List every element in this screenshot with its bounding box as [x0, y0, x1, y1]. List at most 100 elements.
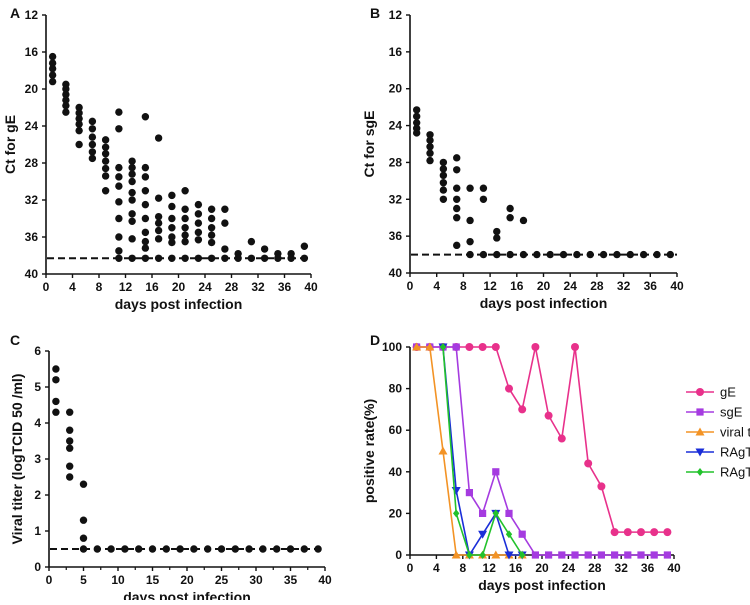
x-tick-label-d: 0: [407, 561, 414, 575]
panel-d: 0 4 8 12 16 20 24 28 32 36 40 0 20 40 60 80 100 days post…: [361, 340, 750, 593]
y-tick-label-a: 12: [25, 8, 39, 22]
legend-marker-sge: [696, 408, 704, 416]
series-marker-ge: [505, 384, 513, 393]
data-point-a: [88, 125, 97, 133]
x-axis-title-b: days post infection: [480, 295, 608, 311]
data-point-b: [666, 250, 675, 259]
x-tick-label-c: 35: [284, 573, 298, 587]
legend-label-viral-titer: viral titer: [720, 425, 750, 440]
x-tick-label-b: 0: [407, 279, 414, 293]
series-marker-sge: [624, 551, 632, 559]
series-marker-viral-titer: [412, 342, 422, 351]
x-tick-label-a: 40: [304, 280, 318, 294]
panel-b: 0 4 8 12 16 20 24 28 32 36 40 12 16 20 24 28 32 36 40 days …: [361, 8, 684, 311]
data-point-a: [115, 233, 123, 241]
data-point-a: [88, 117, 97, 126]
panel-letter-b: B: [370, 5, 380, 21]
data-point-a: [48, 71, 57, 79]
data-point-a: [141, 228, 150, 237]
data-point-b: [453, 184, 461, 192]
data-point-a: [194, 236, 203, 244]
data-point-a: [194, 210, 203, 218]
x-tick-label-c: 0: [46, 573, 53, 587]
y-tick-label-a: 28: [25, 156, 39, 170]
data-point-c: [217, 545, 226, 553]
series-marker-viral-titer: [425, 342, 435, 351]
data-point-b: [479, 184, 488, 192]
series-marker-sge: [650, 551, 658, 559]
series-marker-ragt-cd: [505, 530, 513, 539]
legend-marker-ragt-wf: [695, 448, 705, 457]
data-point-a: [168, 254, 176, 262]
y-tick-label-c: 2: [34, 488, 41, 502]
data-point-b: [412, 119, 421, 127]
data-point-a: [221, 254, 229, 262]
data-point-c: [52, 397, 60, 406]
data-point-a: [141, 244, 150, 252]
data-point-a: [115, 125, 123, 133]
data-point-a: [62, 85, 70, 93]
data-point-c: [135, 545, 143, 553]
legend-label-ragt-wf: RAgT-WF: [720, 445, 750, 460]
data-point-a: [128, 254, 136, 262]
data-point-b: [626, 250, 634, 259]
data-point-a: [101, 157, 110, 165]
x-tick-label-a: 36: [278, 280, 292, 294]
data-point-a: [128, 188, 136, 197]
data-point-a: [207, 238, 216, 247]
data-point-c: [79, 534, 88, 542]
data-point-a: [141, 254, 150, 262]
data-point-a: [181, 254, 189, 262]
data-point-a: [260, 245, 269, 253]
data-point-a: [128, 157, 136, 165]
data-point-a: [75, 140, 83, 149]
data-point-b: [533, 250, 541, 259]
data-point-a: [260, 254, 269, 262]
data-point-b: [613, 250, 621, 259]
data-point-a: [101, 143, 110, 151]
data-point-c: [52, 408, 60, 416]
data-point-c: [314, 545, 322, 553]
y-tick-label-c: 0: [34, 560, 41, 574]
legend-label-sge: sgE: [720, 405, 743, 420]
series-marker-ge: [544, 411, 553, 420]
series-marker-ge: [571, 343, 579, 351]
data-point-a: [75, 109, 83, 117]
x-tick-label-a: 0: [43, 280, 50, 294]
series-marker-sge: [584, 551, 592, 559]
series-marker-ge: [623, 528, 632, 537]
data-point-b: [479, 195, 488, 203]
x-tick-label-c: 5: [80, 573, 87, 587]
data-point-b: [493, 250, 501, 259]
data-point-a: [128, 196, 136, 204]
series-marker-sge: [479, 509, 487, 517]
data-point-b: [506, 250, 514, 259]
data-point-a: [154, 212, 163, 221]
data-point-a: [62, 90, 70, 99]
data-point-b: [439, 195, 448, 203]
series-line-ragt-wf: [442, 346, 523, 558]
x-tick-label-d: 36: [641, 561, 655, 575]
data-point-c: [107, 545, 115, 553]
data-point-b: [639, 250, 648, 259]
data-point-b: [439, 179, 448, 187]
data-point-a: [221, 245, 229, 253]
series-marker-ragt-cd: [479, 551, 486, 559]
data-point-a: [194, 228, 203, 237]
y-tick-label-b: 40: [389, 266, 403, 280]
data-point-a: [194, 219, 203, 227]
data-point-a: [168, 238, 176, 247]
data-point-b: [519, 216, 528, 225]
data-point-a: [154, 226, 163, 235]
data-point-c: [66, 444, 74, 452]
data-point-b: [453, 204, 461, 213]
data-point-c: [300, 545, 308, 553]
data-point-b: [546, 250, 554, 259]
y-tick-label-a: 32: [25, 193, 39, 207]
series-marker-ragt-cd: [519, 551, 526, 559]
series-marker-ge: [518, 405, 527, 414]
series-marker-viral-titer: [451, 550, 461, 559]
series-marker-ge: [531, 343, 540, 351]
data-point-b: [439, 165, 448, 173]
data-point-a: [221, 219, 229, 227]
